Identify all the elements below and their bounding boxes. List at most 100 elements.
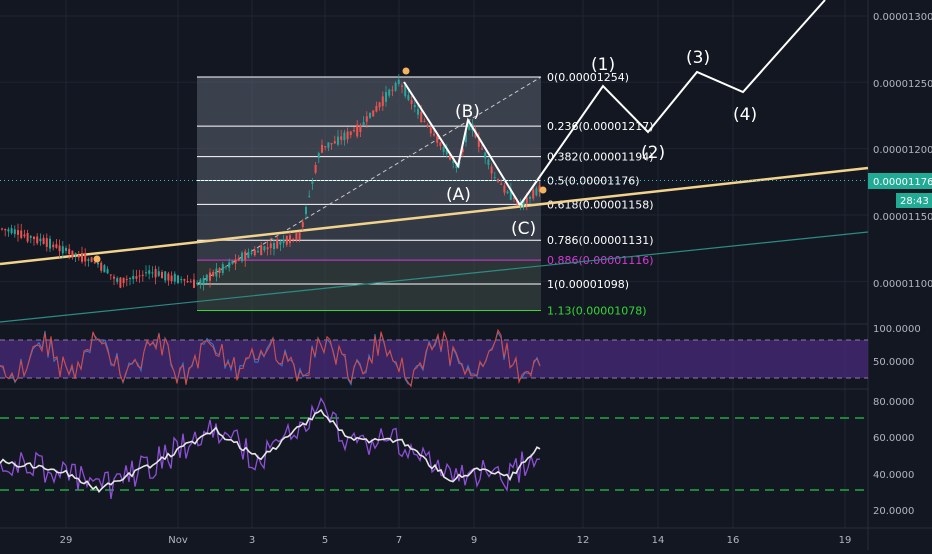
candle-body [282,239,285,243]
candle-body [170,275,173,282]
candle-body [324,146,327,148]
candle-body [327,142,330,148]
candle-body [391,89,394,91]
candle-body [241,252,243,262]
candle-body [522,199,525,206]
candle-body [49,238,51,249]
pivot-marker [402,67,410,75]
candle-body [513,197,515,199]
candle-body [183,279,186,281]
candle-body [436,135,439,143]
fib-level-label: 0(0.00001254) [547,71,629,84]
abc-correction-path[interactable] [403,81,521,206]
time-axis[interactable]: 29 Nov 3 5 7 9 12 14 16 19 [60,535,852,546]
candle-body [535,188,538,196]
candle-body [452,160,455,163]
candle-body [477,137,480,147]
fib-level-label: 0.5(0.00001176) [547,175,640,188]
candle-body [129,278,131,280]
candle-body [305,206,307,215]
candle-body [442,146,445,152]
fibonacci-retracement[interactable]: 0(0.00001254) 0.236(0.00001217) 0.382(0.00… [196,71,654,318]
trend-channel[interactable] [0,166,869,323]
candle-body [231,261,234,264]
candle-body [289,235,291,244]
oscillator-pane [0,397,868,500]
candle-body [250,252,253,254]
time-tick-label: 14 [652,535,665,546]
candle-body [212,271,215,276]
osc-tick-label: 80.0000 [873,397,914,408]
candle-body [532,189,535,199]
candle-body [138,275,141,277]
time-tick-label: 16 [727,535,740,546]
candle-body [93,262,96,264]
candle-body [4,228,7,231]
candle-body [237,258,240,261]
candle-body [58,245,61,252]
current-price-tag[interactable] [868,173,932,189]
fib-level-label: 0.382(0.00001194) [547,151,654,164]
current-price-value: 0.00001176 [873,177,932,188]
support-trendline[interactable] [0,166,869,266]
candle-body [132,275,135,280]
candle-body [234,259,237,264]
candle-body [180,279,183,281]
impulse-projection-path[interactable] [519,0,826,206]
pivot-marker [93,255,101,263]
candle-body [484,152,487,159]
candle-body [269,243,272,249]
candle-body [42,237,45,244]
time-tick-label: 29 [60,535,73,546]
candle-body [33,236,35,240]
time-tick-label: 7 [396,535,402,546]
candle-body [276,239,279,249]
candle-body [215,268,218,277]
candle-body [87,259,90,261]
candle-body [362,122,365,126]
candle-body [71,250,74,258]
candle-body [397,79,400,84]
candle-body [84,253,87,262]
price-axis[interactable]: 0.00001300 0.00001250 0.00001200 0.00001150… [0,12,932,517]
candle-body [209,272,211,281]
candle-body [45,238,48,247]
candle-body [141,274,144,276]
candle-body [26,232,29,242]
candle-body [228,262,231,268]
candle-body [244,251,247,260]
candle-body [154,268,157,278]
candle-body [410,99,413,104]
rsi-pane [0,328,868,388]
candle-body [113,276,115,279]
wave-label-2: (2) [641,143,665,163]
candle-body [372,110,375,117]
elliott-wave-projection[interactable]: (A) (B) (C) (1) (2) (3) (4) [403,0,826,239]
price-tick-label: 0.00001250 [873,79,932,90]
candle-body [317,153,320,158]
candle-body [538,185,541,192]
rsi-tick-label: 100.0000 [873,324,921,335]
candle-body [481,148,483,150]
candle-body [1,228,3,230]
candle-body [433,133,435,136]
candle-body [193,279,195,288]
fib-level-label: 1(0.00001098) [547,278,629,291]
candle-body [439,142,442,146]
candle-body [375,105,378,112]
candle-body [404,85,407,97]
candle-body [346,131,349,140]
candle-body [493,177,496,179]
candle-body [311,181,314,184]
candle-body [77,255,80,258]
candle-body [490,166,493,174]
time-tick-label: 9 [471,535,477,546]
candle-body [365,116,368,122]
lower-channel-line[interactable] [0,231,869,323]
wave-label-b: (B) [455,102,480,122]
candle-body [125,279,128,281]
candle-body [122,277,125,284]
fib-trend-diagonal [196,76,542,285]
